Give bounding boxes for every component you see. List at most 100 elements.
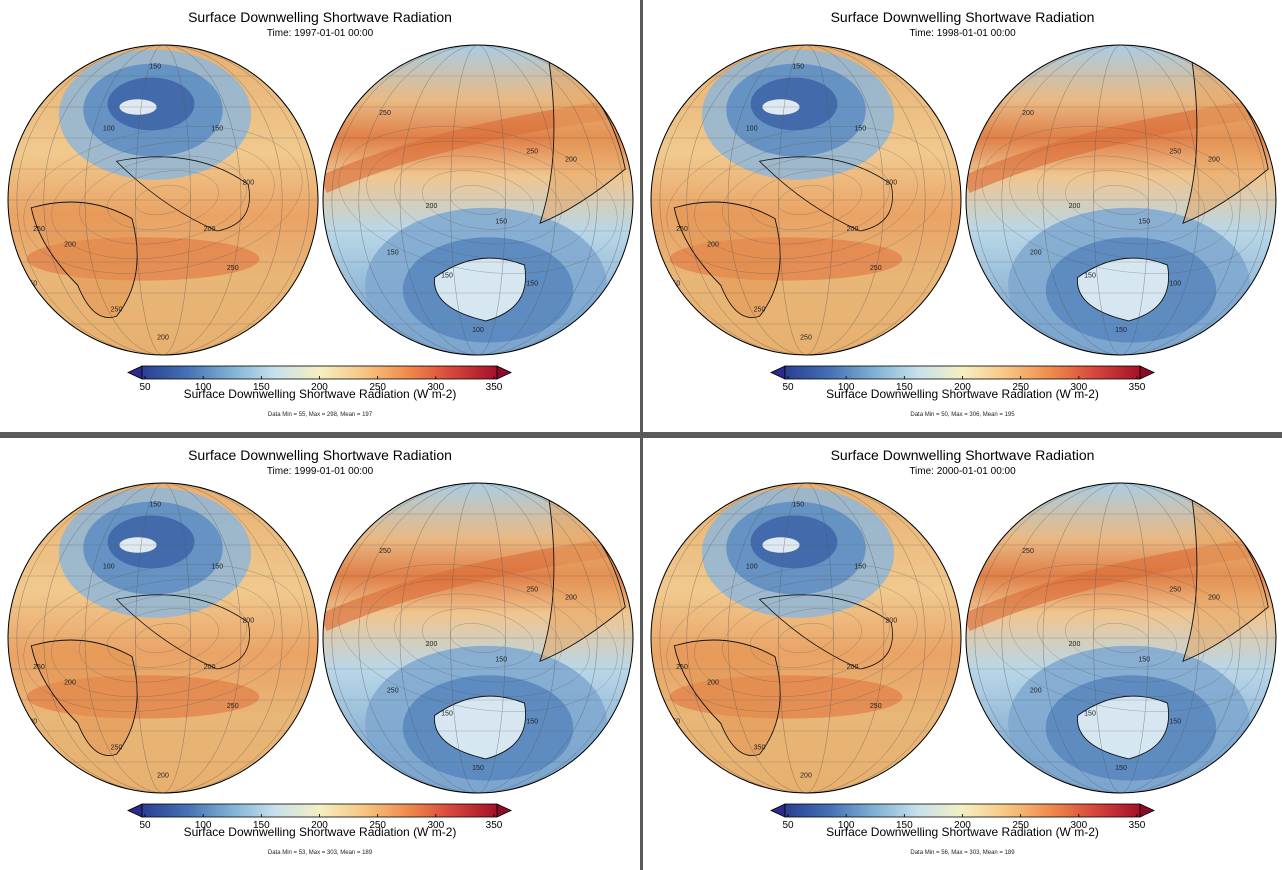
contour-label: 150 [1084,273,1096,280]
colorbar-tick-label: 200 [954,382,971,393]
contour-label: 150 [526,718,538,725]
south-hemisphere-globe: 200 250 250 200 200 150 150 150 150 100 [322,44,634,356]
continent-antarctica [434,695,526,760]
graticule [8,483,318,793]
data-stats: Data Min = 55, Max = 298, Mean = 197 [267,412,373,418]
contour-label: 150 [526,280,538,287]
contour-label: 150 [495,218,507,225]
globe-outline [650,482,962,794]
colorbar-high-arrow [496,365,512,380]
colorbar-label: Surface Downwelling Shortwave Radiation … [183,387,457,401]
contour-label: 200 [157,773,169,780]
contour-label: 200 [847,226,859,233]
colorbar-tick-label: 150 [896,820,913,831]
graticule [651,45,961,355]
graticule [966,45,1276,355]
contour-label: 250 [33,664,45,671]
contour-label: 250 [870,703,882,710]
continent-antarctica [1077,257,1169,322]
colorbar-label: Surface Downwelling Shortwave Radiation … [826,825,1099,839]
colorbar-tick-label: 300 [1070,820,1087,831]
colorbar-tick-label: 250 [369,820,386,831]
globe-outline [322,482,634,794]
contour-label: 250 [800,335,812,342]
contour-label: 200 [885,618,897,625]
contour-label: 250 [111,307,123,314]
continent-antarctica [1077,695,1169,760]
colorbar-tick-label: 50 [139,820,151,831]
data-stats: Data Min = 56, Max = 303, Mean = 189 [910,850,1015,856]
colorbar-tick-label: 200 [311,820,328,831]
globe-outline [650,44,962,356]
contour-label: 250 [754,307,766,314]
panel-time: Time: 1997-01-01 00:00 [266,28,374,39]
contour-label: 250 [227,703,239,710]
colorbar-label: Surface Downwelling Shortwave Radiation … [183,825,457,839]
continent-eurasia [115,594,250,670]
colorbar-tick-label: 300 [427,382,444,393]
contour-label: 200 [800,773,812,780]
contour-label: 100 [103,125,115,132]
contour-label: 200 [204,664,216,671]
colorbar-high-arrow [496,803,512,818]
map-panel-1998: Surface Downwelling Shortwave Radiation … [643,0,1282,432]
continent-antarctica [434,257,526,322]
colorbar-label: Surface Downwelling Shortwave Radiation … [826,387,1099,401]
colorbar-low-arrow [770,365,786,380]
panel-title: Surface Downwelling Shortwave Radiation [188,447,452,463]
contour-label: 200 [565,594,577,601]
data-stats: Data Min = 53, Max = 303, Mean = 189 [267,850,373,856]
contour-label: 200 [64,680,76,687]
contour-label: 250 [33,226,45,233]
colorbar: 50 100 150 200 250 300 350 [127,803,512,831]
colorbar-tick-label: 300 [1070,382,1087,393]
contour-label: 250 [227,265,239,272]
contour-label: 150 [441,711,453,718]
colorbar-tick-label: 250 [369,382,386,393]
contour-label: 100 [746,125,758,132]
contour-label: 250 [379,548,391,555]
contour-label: 200 [242,180,254,187]
contour-label: 200 [565,156,577,163]
colorbar-tick-label: 350 [486,820,503,831]
continent-eurasia [758,156,893,232]
south-hemisphere-globe: 200 250 250 200 200 200 150 150 150 150 [965,482,1277,794]
panel-title: Surface Downwelling Shortwave Radiation [830,447,1095,463]
colorbar-tick-label: 250 [1012,382,1029,393]
colorbar-tick-label: 50 [782,820,794,831]
colorbar-tick-label: 100 [195,382,212,393]
globe-outline [7,44,319,356]
contour-label: 200 [64,242,76,249]
colorbar-tick-label: 250 [1012,820,1029,831]
colorbar-high-arrow [1139,803,1155,818]
contour-label: 200 [557,501,569,508]
graticule [966,483,1276,793]
contour-label: 250 [387,687,399,694]
contour-label: 100 [472,327,484,334]
contour-label: 250 [870,265,882,272]
colorbar-tick-label: 350 [486,382,503,393]
contour-label: 150 [854,563,866,570]
colorbar: 50 100 150 200 250 300 350 [770,803,1155,831]
contour-label: 150 [472,765,484,772]
contour-label: 200 [1022,110,1034,117]
contour-label: 150 [1138,218,1150,225]
colorbar-tick-label: 50 [139,382,151,393]
contour-label: 200 [1208,156,1220,163]
south-hemisphere-globe: 200 250 250 200 200 250 150 150 150 150 [322,482,634,794]
colorbar-low-arrow [127,365,143,380]
colorbar-tick-label: 50 [782,382,794,393]
contour-label: 200 [204,226,216,233]
colorbar-tick-label: 350 [1129,382,1146,393]
contour-label: 200 [1030,687,1042,694]
map-panel-1997: Surface Downwelling Shortwave Radiation … [0,0,640,432]
contour-label: 200 [707,242,719,249]
panel-title: Surface Downwelling Shortwave Radiation [830,9,1095,25]
contour-label: 100 [746,563,758,570]
contour-label: 200 [1069,641,1081,648]
contour-label: 350 [754,745,766,752]
